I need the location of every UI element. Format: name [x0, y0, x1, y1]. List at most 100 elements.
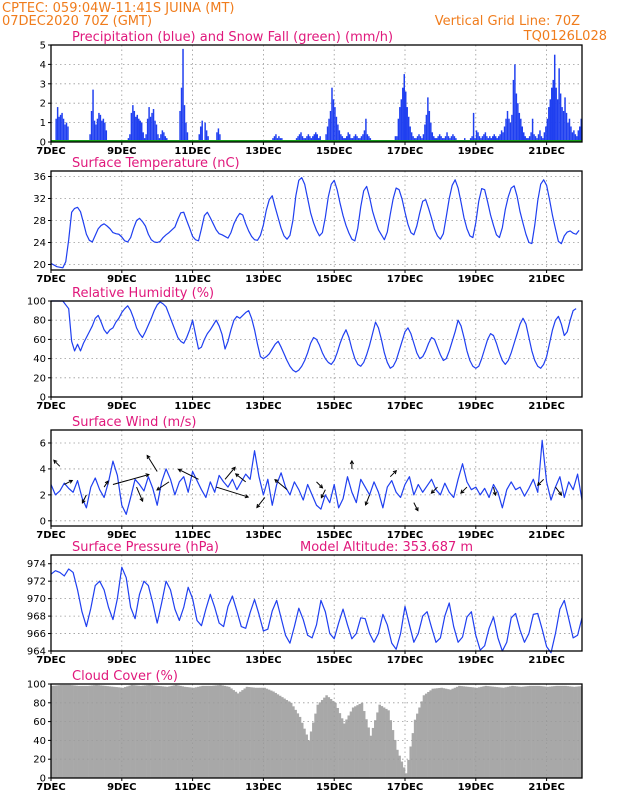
cloud-cover-bar — [531, 685, 534, 778]
wind-arrow-head — [492, 491, 497, 497]
cloud-cover-bar — [444, 688, 448, 778]
wind-arrow — [460, 486, 468, 494]
precipitation-bar — [329, 110, 332, 142]
precipitation-bar — [539, 130, 541, 142]
precipitation-bar — [531, 118, 534, 142]
pressure-xtick-label: 17DEC — [387, 655, 423, 666]
cloud-cover-bar — [309, 731, 313, 778]
cloud-cover-bar — [314, 713, 317, 778]
precipitation-bar — [328, 118, 330, 142]
precipitation-bar — [433, 136, 435, 142]
header-date: 07DEC2020 70Z (GMT) — [2, 14, 152, 29]
cloud-cover-bar — [79, 685, 83, 778]
precipitation-bar — [528, 136, 531, 142]
precipitation-bar — [216, 132, 218, 142]
precipitation-bar — [152, 109, 155, 142]
cloud-cover-bar — [119, 687, 123, 778]
cloud-cover-bar — [73, 685, 76, 778]
cloud-cover-bar — [433, 688, 437, 778]
precipitation-bar — [365, 118, 367, 142]
cloud-cover-bar — [106, 686, 109, 778]
wind-arrow-head — [231, 466, 236, 471]
wind-arrow — [81, 494, 87, 504]
precipitation-bar — [472, 112, 475, 142]
precipitation-bar — [475, 130, 478, 142]
cloud-cover-bar — [261, 687, 264, 778]
cloud-cover-bar — [559, 685, 563, 778]
cloud-cover-bar — [347, 715, 350, 778]
precipitation-bar — [548, 107, 550, 142]
precipitation-bar — [309, 136, 311, 142]
cloud-cover-bar — [526, 686, 530, 778]
cloud-cover-bar — [90, 685, 94, 778]
precipitation-bar — [551, 87, 553, 142]
precipitation-bar — [337, 124, 339, 142]
humidity-xtick-label: 13DEC — [245, 401, 281, 412]
pressure-ytick-label: 968 — [27, 612, 46, 623]
cloud-cover-bar — [219, 684, 222, 778]
wind-arrow-head — [364, 501, 369, 506]
cloud-cover-bar — [506, 686, 510, 778]
precipitation-bar — [403, 74, 405, 142]
precipitation-bar — [561, 107, 563, 142]
cloud-cover-bar — [188, 687, 191, 778]
wind-arrow — [136, 486, 144, 502]
precipitation-bar — [427, 97, 429, 142]
precipitation-bar — [132, 105, 134, 142]
precipitation-bar — [198, 134, 200, 142]
cloud-cover-bar — [440, 687, 443, 778]
cloud-cover-bar — [289, 702, 293, 778]
cloud-cover-bar — [528, 685, 532, 778]
cloud-cover-bar — [480, 686, 483, 778]
cloud-cover-bar — [537, 685, 541, 778]
precipitation-bar — [493, 134, 495, 142]
precipitation-bar — [347, 132, 349, 142]
cloud-cover-bar — [447, 689, 450, 778]
cloud-cover-bar — [258, 687, 262, 778]
precipitation-bar — [553, 54, 556, 143]
cloud-cover-bar — [409, 746, 412, 778]
humidity-xtick-label: 21DEC — [528, 401, 564, 412]
precipitation-bar — [509, 122, 512, 142]
precipitation-bar — [407, 116, 410, 142]
precipitation-xtick-label: 9DEC — [107, 146, 136, 157]
cloud-cover-bar — [495, 687, 499, 778]
precipitation-xtick-label: 11DEC — [174, 146, 210, 157]
precipitation-bar — [422, 134, 425, 142]
cloud-cover-bar — [323, 697, 326, 778]
precipitation-bar — [362, 134, 364, 142]
cloud-cover-bar — [533, 685, 536, 778]
cloud-cover-bar — [161, 686, 165, 778]
precipitation-bar — [149, 116, 152, 142]
precipitation-bar — [217, 128, 220, 142]
cloud-cover-bar — [312, 722, 315, 778]
humidity-xtick-label: 19DEC — [458, 401, 494, 412]
precipitation-bar — [540, 136, 543, 142]
precipitation-bar — [142, 132, 144, 142]
precipitation-bar — [58, 116, 60, 142]
humidity-frame — [50, 300, 583, 398]
wind-arrow-head — [430, 489, 435, 494]
temperature-panel: 20 24 28 32 36 7DEC 9DEC 11DEC 13DEC 15DEC 17DEC 19… — [33, 156, 583, 285]
cloud-cover-bar — [210, 685, 213, 778]
wind-arrow — [64, 480, 73, 485]
cloud-cover-bar — [236, 693, 240, 778]
cloud-cover-bar — [181, 686, 185, 778]
cloud-cover-bar — [183, 686, 187, 778]
wind-arrow-head — [145, 473, 150, 478]
precipitation-bar — [183, 105, 186, 142]
precipitation-bar — [155, 124, 158, 142]
precipitation-bar — [446, 132, 448, 142]
cloud-cover-bar — [493, 686, 497, 778]
precipitation-bar — [564, 97, 566, 142]
precipitation-bar — [56, 107, 59, 142]
precipitation-bar — [511, 114, 513, 142]
precipitation-bar — [483, 134, 485, 142]
cloud-cover-bar — [489, 686, 492, 778]
temperature-line — [50, 177, 580, 269]
wind-ytick-label: 2 — [40, 490, 46, 501]
precipitation-bar — [133, 110, 136, 142]
cloud-cover-bar — [172, 685, 176, 778]
cloud-cover-bar — [166, 686, 169, 778]
humidity-line — [51, 300, 577, 373]
